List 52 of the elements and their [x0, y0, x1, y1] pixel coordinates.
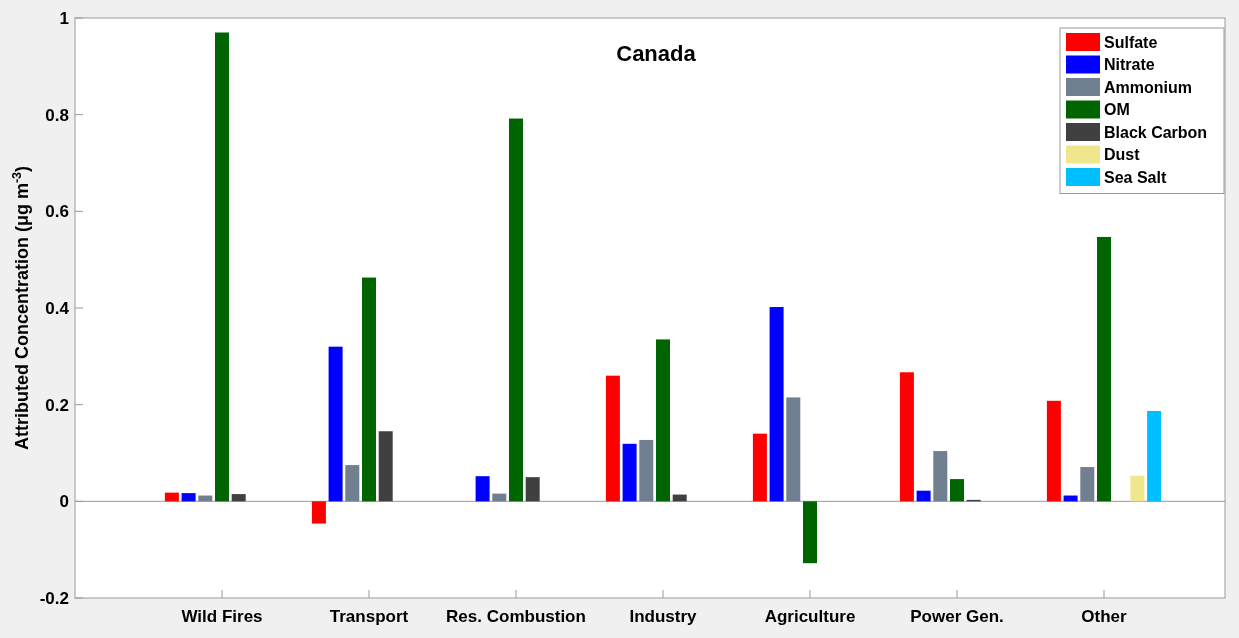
bar: [164, 492, 179, 502]
x-tick-label: Other: [1081, 607, 1128, 626]
y-tick-label: -0.2: [39, 588, 69, 608]
bar: [803, 501, 817, 564]
bar: [525, 477, 540, 502]
text: Canada: [616, 41, 697, 66]
bar: [1046, 400, 1061, 502]
legend-label: Dust: [1104, 146, 1141, 164]
bar: [231, 494, 246, 502]
legend-label: Sea Salt: [1104, 168, 1167, 186]
legend-label: Black Carbon: [1104, 123, 1208, 141]
x-tick-label: Industry: [629, 607, 698, 626]
y-tick-label: 0: [59, 492, 69, 512]
bar: [1097, 236, 1111, 502]
bar: [899, 372, 914, 502]
bar: [1147, 410, 1162, 502]
bar: [1130, 475, 1145, 502]
legend-label: OM: [1104, 101, 1130, 119]
legend-label: Nitrate: [1104, 56, 1155, 74]
legend-label: Ammonium: [1104, 78, 1192, 96]
bar: [933, 451, 948, 502]
y-tick-label: 0.2: [45, 395, 69, 415]
bar: [345, 465, 360, 502]
y-tick-label: 1: [59, 8, 69, 28]
bar: [362, 277, 376, 502]
x-tick-label: Agriculture: [764, 607, 856, 626]
bar: [786, 397, 801, 502]
bar: [1080, 467, 1095, 502]
y-tick-label: 0.8: [45, 105, 69, 125]
bar: [311, 501, 326, 524]
bar: [181, 493, 196, 502]
legend-label: Sulfate: [1104, 33, 1158, 51]
x-tick-label: Power Gen.: [910, 607, 1004, 626]
bar: [509, 118, 523, 502]
bar: [492, 493, 507, 502]
bar: [752, 433, 767, 502]
bar: [475, 476, 490, 502]
y-tick-label: 0.6: [45, 202, 69, 222]
x-tick-label: Res. Combustion: [446, 607, 586, 626]
bar: [605, 375, 620, 502]
x-tick-label: Transport: [329, 607, 409, 626]
bar: [950, 479, 964, 502]
bar: [215, 32, 229, 502]
bar: [916, 490, 931, 502]
bar: [639, 439, 654, 502]
y-tick-label: 0.4: [45, 298, 70, 318]
bar: [378, 431, 393, 502]
bar: [328, 346, 343, 502]
bar: [622, 443, 637, 502]
bar: [769, 307, 784, 502]
bar: [656, 339, 670, 502]
x-tick-label: Wild Fires: [181, 607, 263, 626]
